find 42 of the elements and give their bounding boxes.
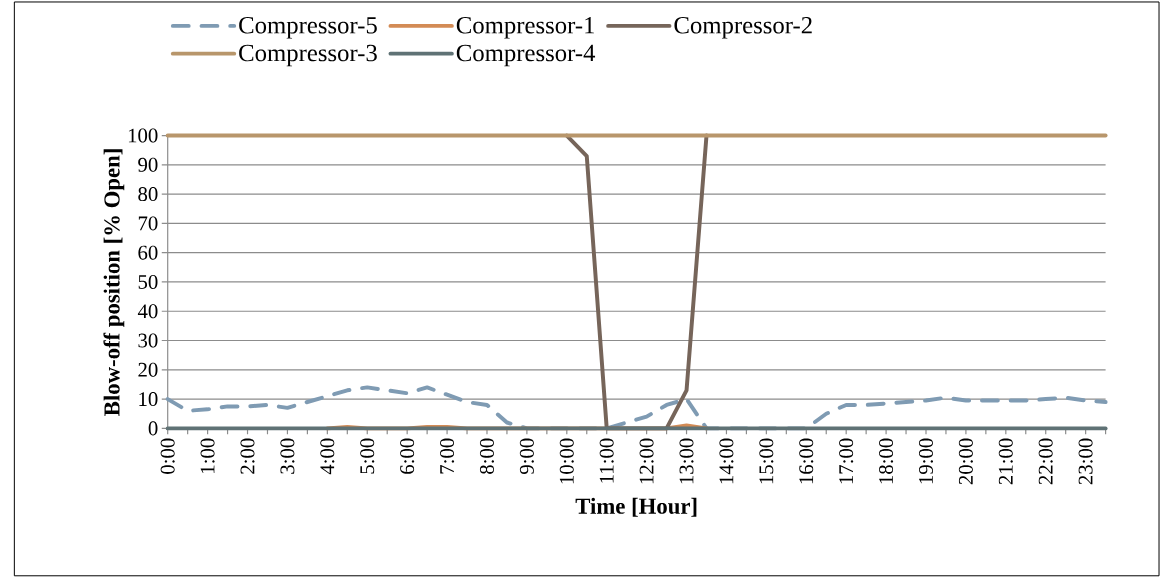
y-tick-label: 80: [138, 187, 158, 202]
x-tick-label: 2:00: [240, 438, 255, 474]
x-tick-label: 5:00: [360, 438, 375, 474]
y-tick-label: 40: [137, 304, 158, 319]
x-tick-label: 12:00: [639, 438, 654, 484]
x-tick-label: 1:00: [200, 438, 215, 474]
legend-label: Compressor-2: [674, 17, 812, 39]
legend-label: Compressor-1: [456, 17, 594, 39]
x-tick-label: 16:00: [799, 438, 814, 484]
x-tick-label: 4:00: [320, 438, 335, 475]
y-tick-label: 10: [139, 392, 158, 407]
y-tick-label: 100: [128, 128, 158, 143]
x-tick-label: 3:00: [280, 438, 295, 474]
x-tick-label: 10:00: [559, 438, 574, 484]
x-tick-label: 17:00: [839, 438, 854, 484]
y-axis-title: Blow-off position [% Open]: [103, 149, 125, 417]
x-tick-label: 14:00: [719, 438, 734, 484]
x-tick-label: 19:00: [918, 438, 934, 484]
x-tick-label: 11:00: [599, 438, 614, 483]
x-tick-label: 22:00: [1038, 438, 1053, 485]
y-tick-label: 30: [138, 333, 158, 348]
legend-label: Compressor-3: [239, 44, 377, 67]
x-tick-label: 21:00: [998, 438, 1013, 485]
x-tick-label: 18:00: [879, 438, 894, 484]
y-tick-label: 50: [138, 275, 158, 290]
y-tick-label: 60: [138, 245, 158, 260]
legend-label: Compressor-4: [456, 44, 596, 67]
x-tick-label: 15:00: [759, 438, 774, 484]
x-tick-label: 6:00: [400, 438, 415, 474]
x-tick-label: 8:00: [479, 438, 495, 475]
legend-label: Compressor-5: [239, 17, 377, 39]
x-tick-label: 0:00: [160, 438, 175, 475]
y-tick-label: 90: [138, 157, 158, 172]
y-tick-label: 70: [138, 216, 158, 231]
x-tick-label: 7:00: [440, 438, 455, 474]
y-tick-label: 20: [138, 362, 158, 377]
y-tick-label: 0: [148, 421, 158, 436]
x-tick-label: 23:00: [1078, 438, 1093, 485]
x-tick-label: 20:00: [958, 438, 973, 485]
x-axis-title: Time [Hour]: [575, 497, 697, 517]
x-tick-label: 13:00: [679, 438, 694, 484]
x-tick-label: 9:00: [519, 438, 534, 475]
